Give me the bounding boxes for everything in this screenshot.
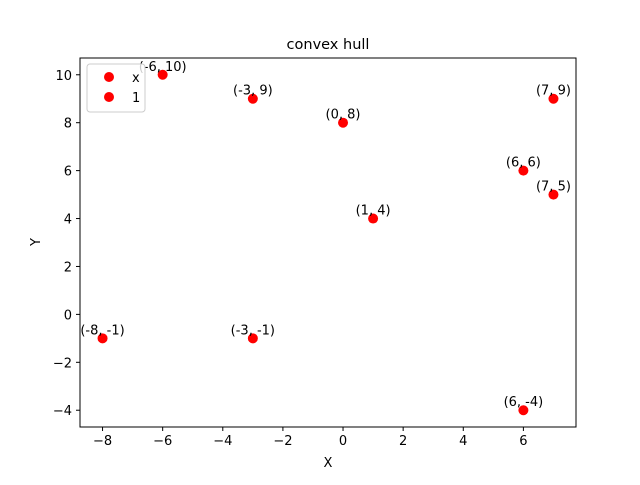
y-tick-label: 2 <box>64 260 72 275</box>
point-label: (7, 5) <box>536 180 571 195</box>
y-tick-label: 4 <box>64 213 72 228</box>
data-point <box>247 93 258 104</box>
plot-frame <box>79 57 577 428</box>
data-point <box>518 165 529 176</box>
x-tick-label: 0 <box>339 434 347 449</box>
point-label: (0, 8) <box>326 108 361 123</box>
points-layer: (-6, 10) (-3, 9) (0, 8) (7, 9) (6, 6) (7, 5) (… <box>80 60 571 416</box>
data-point <box>338 117 349 128</box>
legend-frame <box>86 63 146 113</box>
point-label: (7, 9) <box>536 84 571 99</box>
data-point <box>548 189 559 200</box>
point-label: (1, 4) <box>356 204 391 219</box>
x-tick-label: −4 <box>213 434 232 449</box>
data-point <box>247 333 258 344</box>
data-point <box>518 405 529 416</box>
y-tick-label: 10 <box>55 69 72 84</box>
legend-label-x: x <box>132 71 140 86</box>
chart-title: convex hull <box>287 37 370 53</box>
x-tick-label: 4 <box>459 434 467 449</box>
data-point <box>157 69 168 80</box>
legend-label-1: 1 <box>132 91 140 106</box>
y-tick-label: −4 <box>53 404 72 419</box>
x-tick-label: −6 <box>153 434 172 449</box>
y-tick-label: −2 <box>53 356 72 371</box>
x-tick-label: −2 <box>273 434 292 449</box>
y-tick-label: 6 <box>64 165 72 180</box>
y-tick-label: 8 <box>64 117 72 132</box>
data-point <box>548 93 559 104</box>
legend-marker-1 <box>104 92 114 102</box>
y-axis-label: Y <box>29 238 44 247</box>
legend: x 1 <box>86 63 146 113</box>
x-axis-label: X <box>324 456 333 471</box>
legend-marker-x <box>104 72 114 82</box>
x-tick-label: −8 <box>93 434 112 449</box>
point-label: (-8, -1) <box>80 323 124 338</box>
data-point <box>368 213 379 224</box>
x-tick-label: 6 <box>519 434 527 449</box>
point-label: (-3, 9) <box>233 84 273 99</box>
point-label: (6, -4) <box>504 395 544 410</box>
point-label: (-3, -1) <box>231 323 275 338</box>
x-tick-label: 2 <box>399 434 407 449</box>
ticks-layer: −8 −6 −4 −2 0 2 4 6 −4 −2 0 2 4 6 8 10 <box>53 69 528 449</box>
y-tick-label: 0 <box>64 308 72 323</box>
point-label: (6, 6) <box>506 156 541 171</box>
point-label: (-6, 10) <box>139 60 187 75</box>
data-point <box>97 333 108 344</box>
